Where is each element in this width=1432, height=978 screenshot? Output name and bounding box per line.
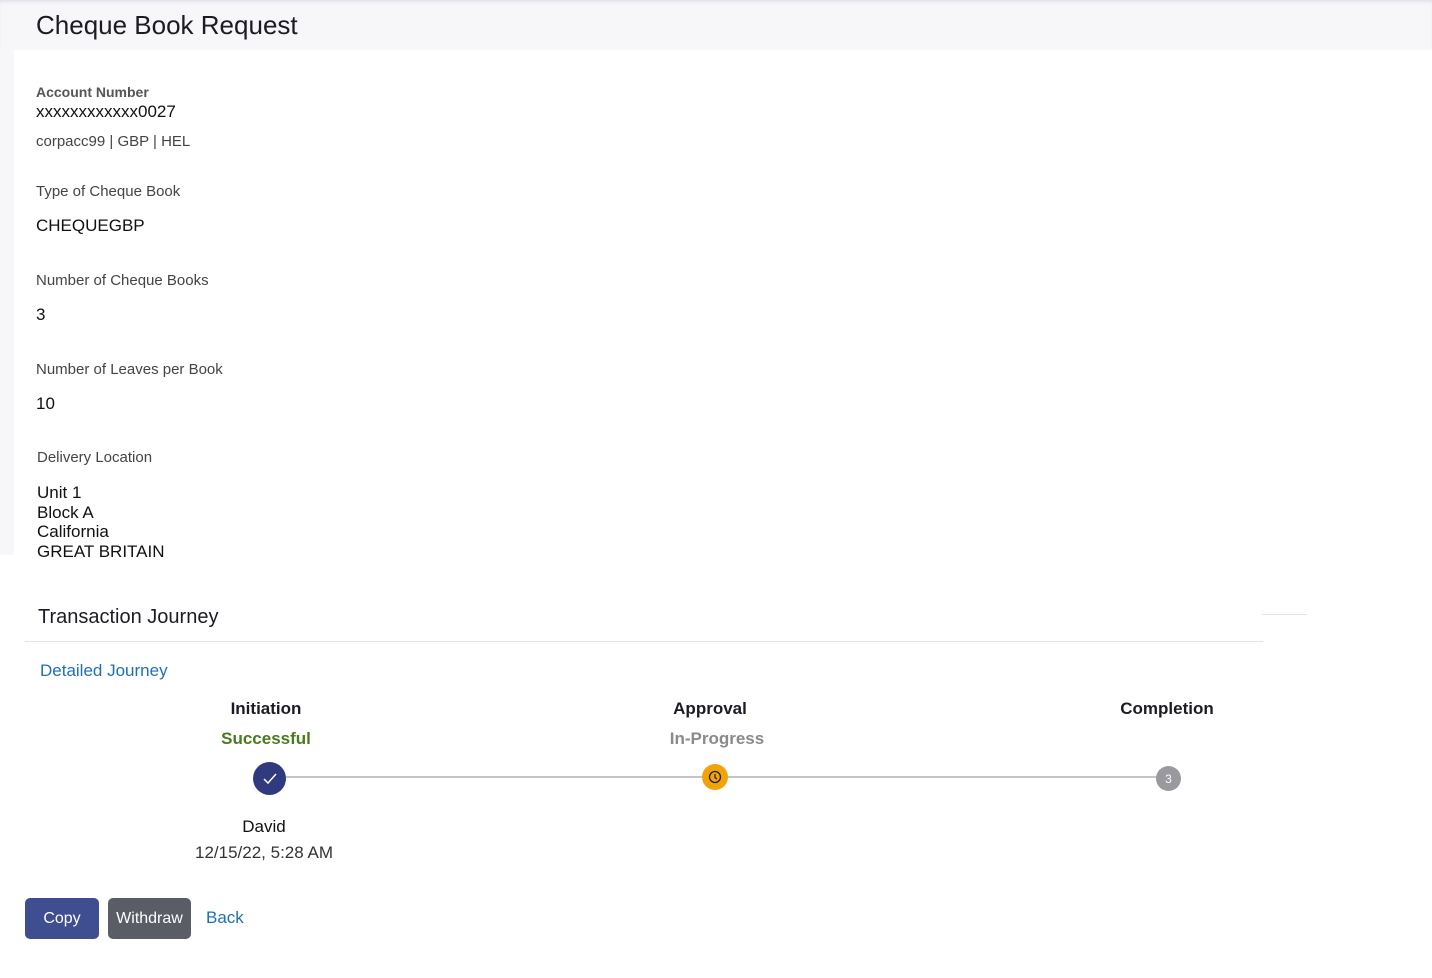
step-time: 12/15/22, 5:28 AM	[195, 843, 333, 862]
header-bar	[0, 0, 1432, 50]
num-leaves-value: 10	[36, 394, 55, 413]
transaction-journey-title: Transaction Journey	[38, 606, 219, 628]
divider	[1262, 614, 1307, 615]
step-name: Approval	[673, 699, 747, 718]
details-card	[14, 50, 1432, 555]
journey-connector	[715, 776, 1168, 778]
account-number-label: Account Number	[36, 84, 149, 100]
detailed-journey-link[interactable]: Detailed Journey	[40, 661, 168, 680]
num-books-label: Number of Cheque Books	[36, 272, 209, 289]
address-line: Unit 1	[37, 483, 82, 502]
cheque-type-value: CHEQUEGBP	[36, 216, 145, 235]
step-initiation-details: David 12/15/22, 5:28 AM	[164, 817, 364, 863]
back-link[interactable]: Back	[206, 908, 244, 927]
copy-button[interactable]: Copy	[25, 898, 99, 939]
step-status: In-Progress	[669, 729, 765, 748]
step-status: Successful	[221, 729, 311, 748]
account-details: corpacc99 | GBP | HEL	[36, 133, 191, 150]
delivery-location-label: Delivery Location	[37, 449, 153, 466]
address-line: Block A	[37, 502, 94, 522]
clock-icon	[702, 764, 728, 790]
step-name: Initiation	[230, 699, 302, 718]
num-books-value: 3	[36, 305, 46, 324]
step-user: David	[242, 817, 286, 836]
address-line: GREAT BRITAIN	[37, 542, 165, 562]
address-line: California	[37, 522, 109, 542]
num-leaves-label: Number of Leaves per Book	[36, 361, 223, 378]
step-completion: Completion	[1067, 699, 1267, 719]
journey-connector	[270, 776, 715, 778]
account-number-value: xxxxxxxxxxxx0027	[36, 102, 176, 121]
step-number-icon: 3	[1156, 766, 1181, 791]
cheque-type-label: Type of Cheque Book	[36, 183, 181, 200]
check-icon	[253, 762, 286, 795]
step-name: Completion	[1120, 699, 1214, 718]
divider	[25, 641, 1263, 642]
delivery-location-value: Unit 1 Block A California GREAT BRITAIN	[37, 483, 165, 562]
step-approval: Approval In-Progress	[610, 699, 810, 749]
withdraw-button[interactable]: Withdraw	[108, 898, 191, 939]
step-initiation: Initiation Successful	[166, 699, 366, 749]
page-title: Cheque Book Request	[36, 10, 298, 40]
side-gutter	[0, 50, 14, 555]
